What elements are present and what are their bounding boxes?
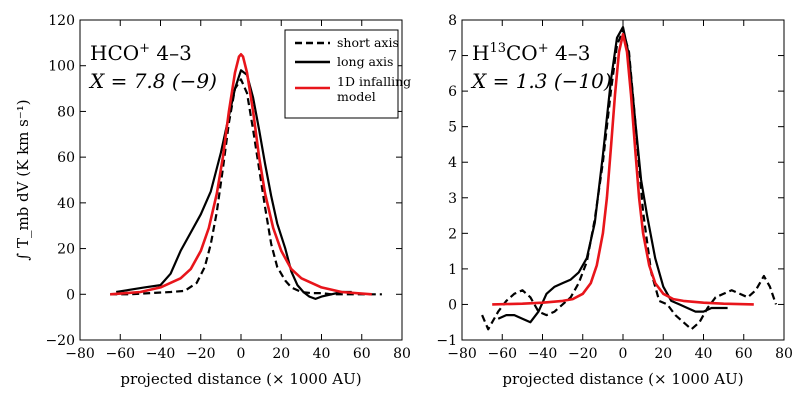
y-tick-label-left: 60 bbox=[57, 150, 75, 166]
molecule-transition-right: 4–3 bbox=[549, 41, 591, 65]
molecule-charge-right: + bbox=[538, 41, 549, 56]
y-tick-label-left: 100 bbox=[48, 59, 75, 75]
x-tick-label-right: −40 bbox=[528, 346, 558, 362]
molecule-name-right-b: CO bbox=[506, 41, 538, 65]
y-tick-label-left: 80 bbox=[57, 104, 75, 120]
y-tick-label-left: −20 bbox=[45, 333, 75, 349]
y-tick-label-right: 3 bbox=[448, 191, 457, 207]
x-tick-label-right: −80 bbox=[447, 346, 477, 362]
legend-label-model-line1: 1D infalling bbox=[337, 74, 411, 89]
molecule-name-left: HCO bbox=[90, 41, 139, 65]
y-tick-label-right: 1 bbox=[448, 262, 457, 278]
panel-h13co-plus: −80 −60 −40 −20 0 20 40 60 80 −1 0 1 2 3 4 5 6 7 8 project… bbox=[436, 13, 793, 388]
series-line-long-axis-left bbox=[116, 69, 352, 300]
abundance-label-left: X = 7.8 (−9) bbox=[88, 69, 217, 93]
x-tick-label-left: 60 bbox=[353, 346, 371, 362]
plot-lines-right bbox=[481, 26, 778, 331]
x-tick-label-left: −40 bbox=[146, 346, 176, 362]
ticks-right: −80 −60 −40 −20 0 20 40 60 80 −1 0 1 2 3 4 5 6 7 8 bbox=[436, 13, 793, 362]
series-line-1d-infalling-model-right bbox=[492, 32, 754, 306]
panel-hco-plus: −80 −60 −40 −20 0 20 40 60 80−20020406080100120 … bbox=[14, 13, 411, 388]
x-tick-label-right: 80 bbox=[775, 346, 793, 362]
y-tick-label-right: 2 bbox=[448, 226, 457, 242]
molecule-isotope-right: 13 bbox=[489, 41, 506, 56]
x-tick-label-left: 20 bbox=[272, 346, 290, 362]
x-tick-label-left: 80 bbox=[393, 346, 411, 362]
x-tick-label-left: −80 bbox=[65, 346, 95, 362]
y-tick-label-right: −1 bbox=[436, 333, 457, 349]
y-tick-label-right: 0 bbox=[448, 297, 457, 313]
x-tick-label-left: 0 bbox=[237, 346, 246, 362]
x-tick-label-right: 60 bbox=[735, 346, 753, 362]
legend: short axis long axis 1D infalling model bbox=[284, 29, 411, 119]
y-tick-label-left: 0 bbox=[66, 287, 75, 303]
y-tick-label-right: 8 bbox=[448, 13, 457, 29]
series-line-1d-infalling-model-left bbox=[110, 52, 372, 296]
legend-label-short-axis: short axis bbox=[337, 35, 399, 50]
y-tick-label-left: 120 bbox=[48, 13, 75, 29]
abundance-label-right: X = 1.3 (−10) bbox=[470, 69, 612, 93]
plot-lines-left bbox=[110, 52, 382, 300]
y-tick-label-right: 4 bbox=[448, 155, 457, 171]
y-tick-label-left: 40 bbox=[57, 196, 75, 212]
x-tick-label-left: −20 bbox=[186, 346, 216, 362]
molecule-transition-left: 4–3 bbox=[150, 41, 192, 65]
x-tick-label-right: 0 bbox=[619, 346, 628, 362]
x-axis-label-left: projected distance (× 1000 AU) bbox=[120, 370, 361, 388]
legend-box bbox=[284, 29, 399, 119]
series-line-long-axis-right bbox=[497, 26, 728, 324]
molecule-charge-left: + bbox=[139, 41, 150, 56]
y-tick-label-right: 7 bbox=[448, 49, 457, 65]
x-tick-label-right: −20 bbox=[568, 346, 598, 362]
x-tick-label-right: −60 bbox=[487, 346, 517, 362]
x-tick-label-right: 20 bbox=[654, 346, 672, 362]
molecule-label-left: HCO+ 4–3 bbox=[90, 41, 192, 65]
legend-label-model-line2: model bbox=[337, 89, 376, 104]
ticks-left: −80 −60 −40 −20 0 20 40 60 80 −20 0 20 40 60 80 100 120 bbox=[45, 13, 410, 362]
y-axis-label-left: ∫ T_mb dV (K km s⁻¹) bbox=[14, 99, 32, 260]
x-tick-label-left: 40 bbox=[313, 346, 331, 362]
molecule-label-right: H13CO+ 4–3 bbox=[472, 41, 590, 65]
x-axis-label-right: projected distance (× 1000 AU) bbox=[502, 370, 743, 388]
y-tick-label-right: 6 bbox=[448, 84, 457, 100]
x-tick-label-right: 40 bbox=[695, 346, 713, 362]
y-tick-label-right: 5 bbox=[448, 120, 457, 136]
molecule-name-right-a: H bbox=[472, 41, 489, 65]
x-tick-label-left: −60 bbox=[105, 346, 135, 362]
y-tick-label-left: 20 bbox=[57, 242, 75, 258]
legend-label-long-axis: long axis bbox=[337, 54, 393, 69]
